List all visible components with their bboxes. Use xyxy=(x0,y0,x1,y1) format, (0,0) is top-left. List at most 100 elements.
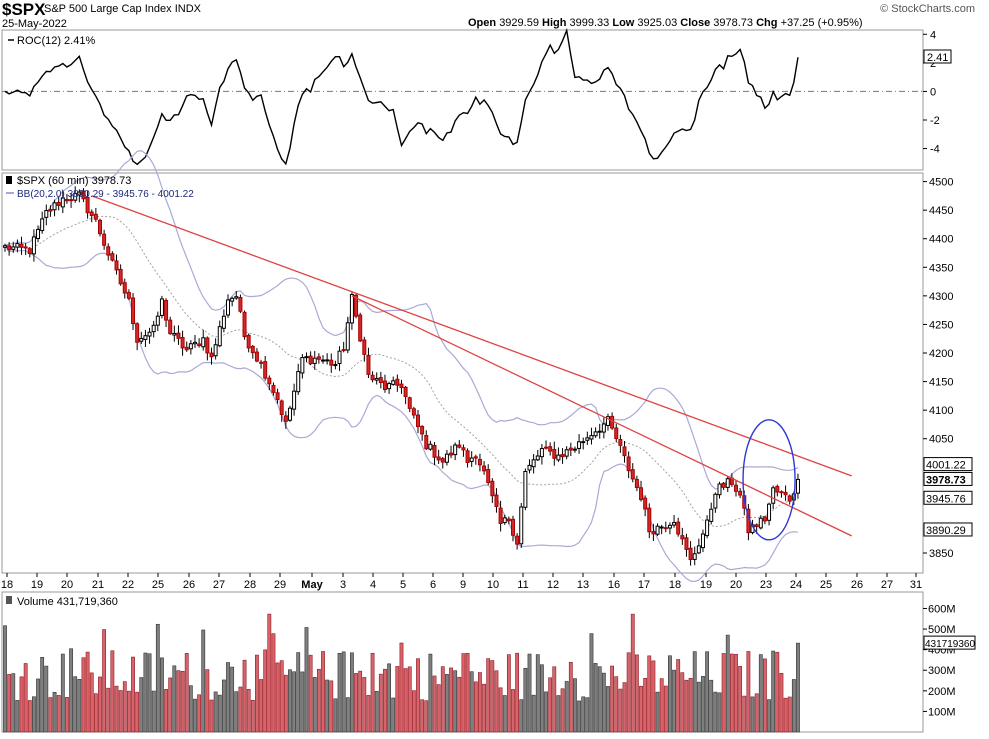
x-tick-label: 6 xyxy=(430,579,436,591)
volume-bar xyxy=(354,673,358,733)
volume-bar xyxy=(527,653,532,733)
candle-down xyxy=(205,337,210,354)
price-badge-box xyxy=(923,522,973,537)
candle-down xyxy=(135,323,140,343)
price-badge-box xyxy=(923,457,973,472)
volume-bar xyxy=(717,692,722,733)
candle-down xyxy=(618,439,623,446)
x-tick-label: 12 xyxy=(547,579,559,591)
volume-bar xyxy=(428,653,433,733)
x-tick-label: 20 xyxy=(61,579,73,591)
candle-up xyxy=(31,236,36,255)
candle-down xyxy=(283,415,288,422)
candle-down xyxy=(680,535,685,540)
candle-up xyxy=(300,357,305,374)
candle-up xyxy=(77,191,82,196)
candle-down xyxy=(382,380,387,391)
volume-bar xyxy=(775,651,780,733)
volume-bar xyxy=(556,695,561,733)
volume-bar xyxy=(787,696,792,733)
volume-bar xyxy=(618,688,623,733)
volume-bar xyxy=(151,690,156,733)
volume-bar xyxy=(15,700,20,733)
candle-down xyxy=(362,339,367,355)
candle-down xyxy=(329,359,334,366)
volume-bar xyxy=(746,651,751,733)
candle-down xyxy=(64,199,69,202)
volume-bar xyxy=(205,669,210,733)
volume-bar xyxy=(345,697,350,733)
volume-bar xyxy=(651,660,656,733)
index-name: S&P 500 Large Cap Index INDX xyxy=(44,3,201,15)
volume-bar xyxy=(676,659,681,733)
volume-bar xyxy=(110,650,115,733)
volume-bar xyxy=(478,672,482,733)
volume-bar xyxy=(684,679,689,733)
volume-bar xyxy=(172,665,177,733)
candle-down xyxy=(242,311,247,338)
candle-down xyxy=(544,446,549,449)
candle-up xyxy=(172,332,177,336)
volume-bar xyxy=(122,681,127,733)
candle-up xyxy=(143,335,148,340)
volume-bar xyxy=(370,652,375,733)
volume-bar xyxy=(180,671,185,733)
candle-down xyxy=(494,494,499,507)
low-value: 3925.03 xyxy=(637,17,678,29)
volume-bar xyxy=(403,668,408,733)
candle-down xyxy=(684,537,689,550)
candle-down xyxy=(610,415,615,429)
candle-up xyxy=(767,503,772,521)
x-tick-label: 21 xyxy=(92,579,104,591)
candle-down xyxy=(779,491,784,494)
volume-bar xyxy=(461,653,466,733)
candle-up xyxy=(230,297,235,302)
volume-bar xyxy=(374,690,379,733)
candle-down xyxy=(197,343,202,347)
volume-bar xyxy=(416,658,420,733)
candle-up xyxy=(292,390,297,410)
candle-up xyxy=(589,435,594,440)
volume-bar xyxy=(445,674,449,733)
candle-down xyxy=(515,535,520,545)
candle-down xyxy=(449,452,454,456)
close-label: Close xyxy=(680,17,711,29)
volume-bar xyxy=(333,698,338,733)
volume-bar xyxy=(453,670,458,733)
candle-up xyxy=(428,443,433,450)
volume-bar xyxy=(643,677,648,733)
candle-down xyxy=(341,349,346,352)
x-tick-label: 29 xyxy=(274,579,286,591)
volume-bar xyxy=(325,679,330,733)
candle-down xyxy=(354,294,359,317)
candle-down xyxy=(23,246,28,249)
volume-bar xyxy=(201,629,206,733)
candle-down xyxy=(721,482,726,488)
candle-up xyxy=(523,470,528,508)
volume-bar xyxy=(114,685,119,733)
price-tick-label: 4050 xyxy=(929,434,953,446)
volume-bar xyxy=(143,652,148,733)
volume-bar xyxy=(60,653,65,733)
symbol-title: $SPX xyxy=(2,0,46,19)
candle-up xyxy=(374,377,379,381)
volume-bar xyxy=(515,652,520,733)
price-badge: 3945.76 xyxy=(926,493,966,505)
candle-down xyxy=(246,334,251,349)
candle-up xyxy=(519,506,524,545)
roc-value-badge-box xyxy=(923,49,952,64)
volume-bar xyxy=(77,679,82,733)
roc-tick-label: 2 xyxy=(930,58,936,70)
volume-bar xyxy=(135,691,140,733)
high-value: 3999.33 xyxy=(569,17,610,29)
candle-up xyxy=(391,380,396,385)
candle-up xyxy=(601,423,606,433)
volume-bar xyxy=(238,686,243,733)
volume-bar xyxy=(779,673,784,733)
candle-down xyxy=(180,337,185,349)
volume-bar xyxy=(560,688,565,733)
roc-tick-label: 0 xyxy=(930,86,936,98)
candle-down xyxy=(783,491,788,496)
x-tick-label: 25 xyxy=(820,579,832,591)
